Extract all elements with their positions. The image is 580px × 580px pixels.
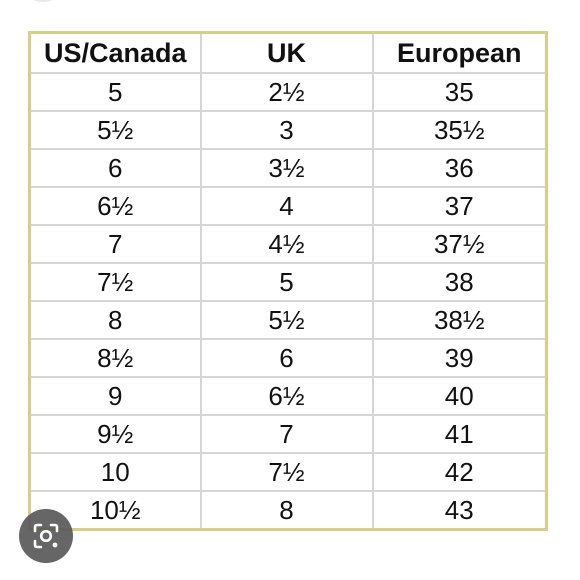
table-row: 7 4½ 37½ xyxy=(28,224,548,264)
table-row: 10½ 8 43 xyxy=(28,490,548,531)
cell-uk: 3 xyxy=(199,110,374,150)
cell-uk: 4 xyxy=(199,186,374,226)
table-row: 6½ 4 37 xyxy=(28,186,548,226)
cell-us-canada: 9½ xyxy=(28,414,202,454)
cell-european: 37½ xyxy=(371,224,548,264)
cell-uk: 8 xyxy=(199,490,374,531)
cell-uk: 4½ xyxy=(199,224,374,264)
table-row: 5 2½ 35 xyxy=(28,72,548,112)
table-row: 8½ 6 39 xyxy=(28,338,548,378)
cell-european: 42 xyxy=(371,452,548,492)
cell-us-canada: 5½ xyxy=(28,110,202,150)
table-row: 7½ 5 38 xyxy=(28,262,548,302)
cell-european: 37 xyxy=(371,186,548,226)
table-row: 9½ 7 41 xyxy=(28,414,548,454)
cell-uk: 3½ xyxy=(199,148,374,188)
cell-uk: 2½ xyxy=(199,72,374,112)
image-search-icon xyxy=(33,523,59,549)
cell-european: 38 xyxy=(371,262,548,302)
cell-european: 43 xyxy=(371,490,548,531)
cell-uk: 5½ xyxy=(199,300,374,340)
column-header-us-canada: US/Canada xyxy=(28,31,202,74)
table-row: 5½ 3 35½ xyxy=(28,110,548,150)
cell-uk: 6 xyxy=(199,338,374,378)
table-body: 5 2½ 35 5½ 3 35½ 6 3½ 36 6½ 4 37 7 4½ 37½ 7½ 5 38 8 5½ 38½ 8½… xyxy=(28,72,548,531)
cell-us-canada: 7½ xyxy=(28,262,202,302)
cell-european: 39 xyxy=(371,338,548,378)
cell-uk: 6½ xyxy=(199,376,374,416)
cell-european: 41 xyxy=(371,414,548,454)
table-row: 9 6½ 40 xyxy=(28,376,548,416)
column-header-uk: UK xyxy=(199,31,374,74)
cropped-overlay-shape xyxy=(28,0,58,2)
shoe-size-conversion-table: US/Canada UK European 5 2½ 35 5½ 3 35½ 6 3½ 36 6½… xyxy=(28,31,548,531)
table-header-row: US/Canada UK European xyxy=(28,31,548,74)
table-row: 8 5½ 38½ xyxy=(28,300,548,340)
cell-european: 40 xyxy=(371,376,548,416)
cell-us-canada: 8½ xyxy=(28,338,202,378)
cell-european: 35 xyxy=(371,72,548,112)
cell-uk: 7½ xyxy=(199,452,374,492)
cell-uk: 7 xyxy=(199,414,374,454)
cell-uk: 5 xyxy=(199,262,374,302)
cell-us-canada: 10 xyxy=(28,452,202,492)
table-row: 10 7½ 42 xyxy=(28,452,548,492)
cell-european: 38½ xyxy=(371,300,548,340)
cell-us-canada: 7 xyxy=(28,224,202,264)
cell-european: 36 xyxy=(371,148,548,188)
cell-us-canada: 9 xyxy=(28,376,202,416)
image-search-button[interactable] xyxy=(19,509,73,563)
cell-european: 35½ xyxy=(371,110,548,150)
column-header-european: European xyxy=(371,31,548,74)
cell-us-canada: 6 xyxy=(28,148,202,188)
cell-us-canada: 6½ xyxy=(28,186,202,226)
cell-us-canada: 8 xyxy=(28,300,202,340)
table-row: 6 3½ 36 xyxy=(28,148,548,188)
cell-us-canada: 5 xyxy=(28,72,202,112)
